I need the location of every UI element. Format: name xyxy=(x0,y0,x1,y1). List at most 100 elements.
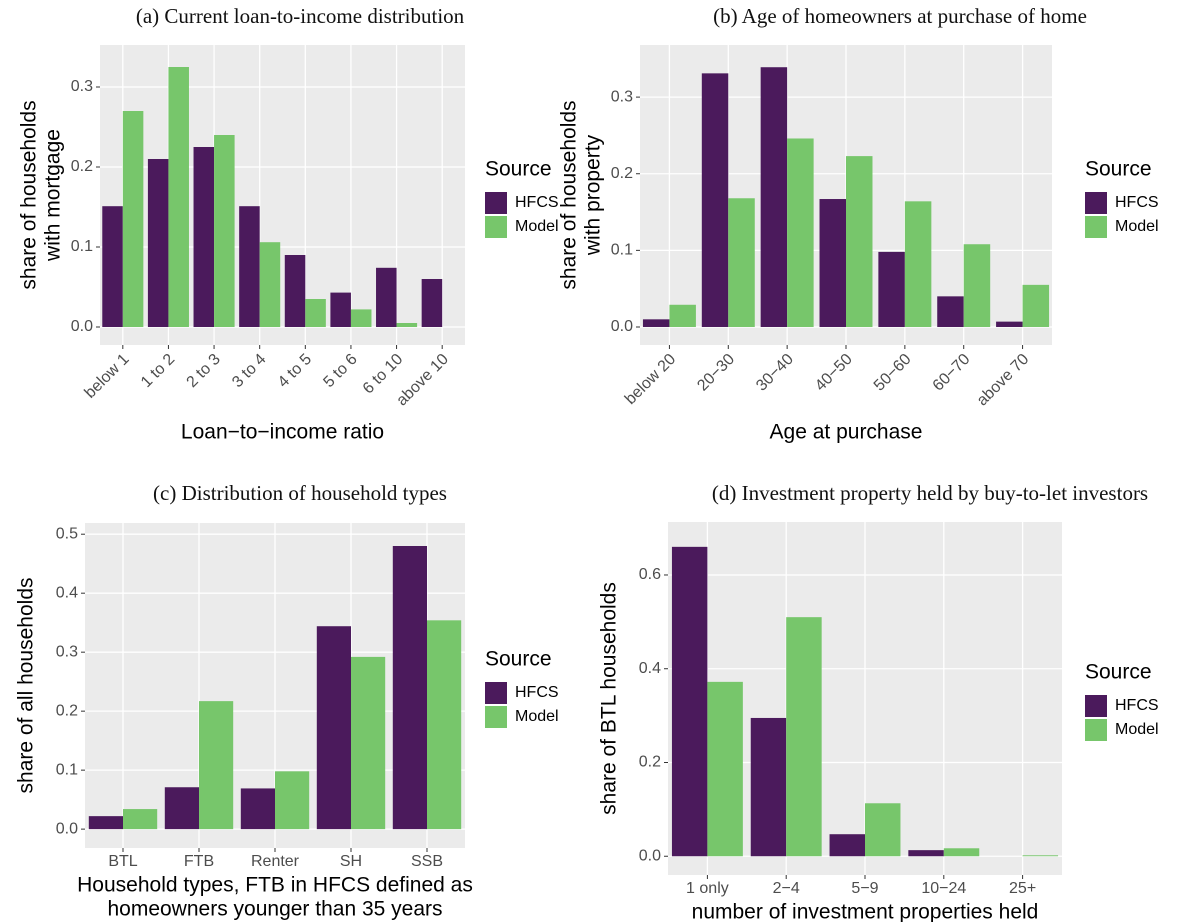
x-tick-label: 1 only xyxy=(686,880,729,897)
chart-title: (c) Distribution of household types xyxy=(153,481,447,505)
x-tick-label: 25+ xyxy=(1009,880,1036,897)
bar xyxy=(846,156,873,327)
x-tick-label: SSB xyxy=(411,853,443,870)
y-axis-label: with mortgage xyxy=(42,129,65,262)
legend-title: Source xyxy=(485,158,552,181)
bar xyxy=(239,206,260,327)
bar xyxy=(963,244,991,327)
x-tick-label: Renter xyxy=(251,853,300,870)
legend-title: Source xyxy=(485,648,552,671)
y-tick-label: 0.1 xyxy=(71,238,93,255)
x-tick-label: SH xyxy=(340,853,362,870)
x-axis-label: Age at purchase xyxy=(770,421,923,444)
x-tick-label: 5−9 xyxy=(851,880,878,897)
bar xyxy=(396,323,418,327)
bar xyxy=(829,834,865,857)
x-axis-label: number of investment properties held xyxy=(692,901,1039,922)
chart-title: (d) Investment property held by buy-to-l… xyxy=(712,481,1148,505)
legend-title: Source xyxy=(1085,158,1152,181)
legend-swatch xyxy=(1085,719,1107,741)
bar xyxy=(1022,855,1059,857)
x-tick-label: 30−40 xyxy=(753,351,797,395)
bar xyxy=(305,299,326,327)
bar xyxy=(760,67,788,327)
y-tick-label: 0.6 xyxy=(639,566,661,583)
bar xyxy=(943,848,980,857)
x-tick-label: FTB xyxy=(184,853,214,870)
x-tick-label: 1 to 2 xyxy=(138,351,178,391)
bar xyxy=(316,626,351,830)
y-tick-label: 0.3 xyxy=(71,78,93,95)
bar xyxy=(878,251,905,327)
legend-label: Model xyxy=(515,708,559,725)
legend-label: Model xyxy=(515,218,559,235)
bar xyxy=(728,198,755,327)
y-tick-label: 0.0 xyxy=(71,318,93,335)
y-tick-label: 0.1 xyxy=(56,761,78,778)
legend-label: HFCS xyxy=(515,194,559,211)
legend-label: HFCS xyxy=(1115,194,1159,211)
bar xyxy=(147,159,169,327)
legend-label: Model xyxy=(1115,218,1159,235)
bar xyxy=(787,138,814,327)
x-axis-label: homeowners younger than 35 years xyxy=(107,898,442,921)
bar xyxy=(330,292,351,327)
y-tick-label: 0.4 xyxy=(56,584,78,601)
x-tick-label: below 1 xyxy=(82,351,133,402)
bar xyxy=(168,67,189,327)
bar xyxy=(671,546,708,857)
legend-swatch xyxy=(485,216,507,238)
legend-swatch xyxy=(485,682,507,704)
bar xyxy=(1022,284,1050,327)
bar xyxy=(937,296,964,327)
bar xyxy=(102,206,123,327)
y-axis-label: share of BTL households xyxy=(598,582,621,815)
legend-swatch xyxy=(485,706,507,728)
bar xyxy=(701,73,729,327)
bar xyxy=(904,201,932,327)
bar xyxy=(819,199,846,327)
bar xyxy=(427,620,462,830)
bar xyxy=(164,787,199,830)
legend-swatch xyxy=(1085,192,1107,214)
y-axis-label: share of households xyxy=(558,100,581,289)
y-tick-label: 0.3 xyxy=(56,643,78,660)
bar xyxy=(214,135,235,327)
x-tick-label: 2 to 3 xyxy=(184,351,224,391)
x-tick-label: 20−30 xyxy=(694,351,738,395)
bar xyxy=(351,656,386,830)
bar xyxy=(284,255,306,327)
bar xyxy=(669,304,696,327)
legend-title: Source xyxy=(1085,661,1152,684)
y-tick-label: 0.2 xyxy=(71,158,93,175)
y-tick-label: 0.0 xyxy=(611,318,633,335)
x-tick-label: above 70 xyxy=(974,351,1033,410)
x-tick-label: 5 to 6 xyxy=(320,351,360,391)
bar xyxy=(865,803,901,857)
bar xyxy=(421,279,443,327)
legend-label: HFCS xyxy=(1115,697,1159,714)
legend-label: HFCS xyxy=(515,684,559,701)
y-tick-label: 0.5 xyxy=(56,525,78,542)
y-tick-label: 0.3 xyxy=(611,88,633,105)
y-axis-label: with property xyxy=(582,134,605,256)
x-tick-label: 10−24 xyxy=(921,880,966,897)
y-tick-label: 0.1 xyxy=(611,242,633,259)
bar xyxy=(240,788,275,830)
x-axis-label: Household types, FTB in HFCS defined as xyxy=(77,874,473,897)
bar xyxy=(908,850,944,857)
x-tick-label: 2−4 xyxy=(773,880,800,897)
x-tick-label: 60−70 xyxy=(930,351,974,395)
bar xyxy=(259,242,281,327)
bar xyxy=(193,147,215,327)
legend-swatch xyxy=(1085,216,1107,238)
bar xyxy=(88,816,123,830)
bar xyxy=(786,617,822,857)
legend-swatch xyxy=(1085,695,1107,717)
x-tick-label: 3 to 4 xyxy=(229,351,269,391)
x-tick-label: below 20 xyxy=(622,351,679,408)
legend-swatch xyxy=(485,192,507,214)
bar xyxy=(996,321,1023,327)
bar xyxy=(350,309,372,327)
